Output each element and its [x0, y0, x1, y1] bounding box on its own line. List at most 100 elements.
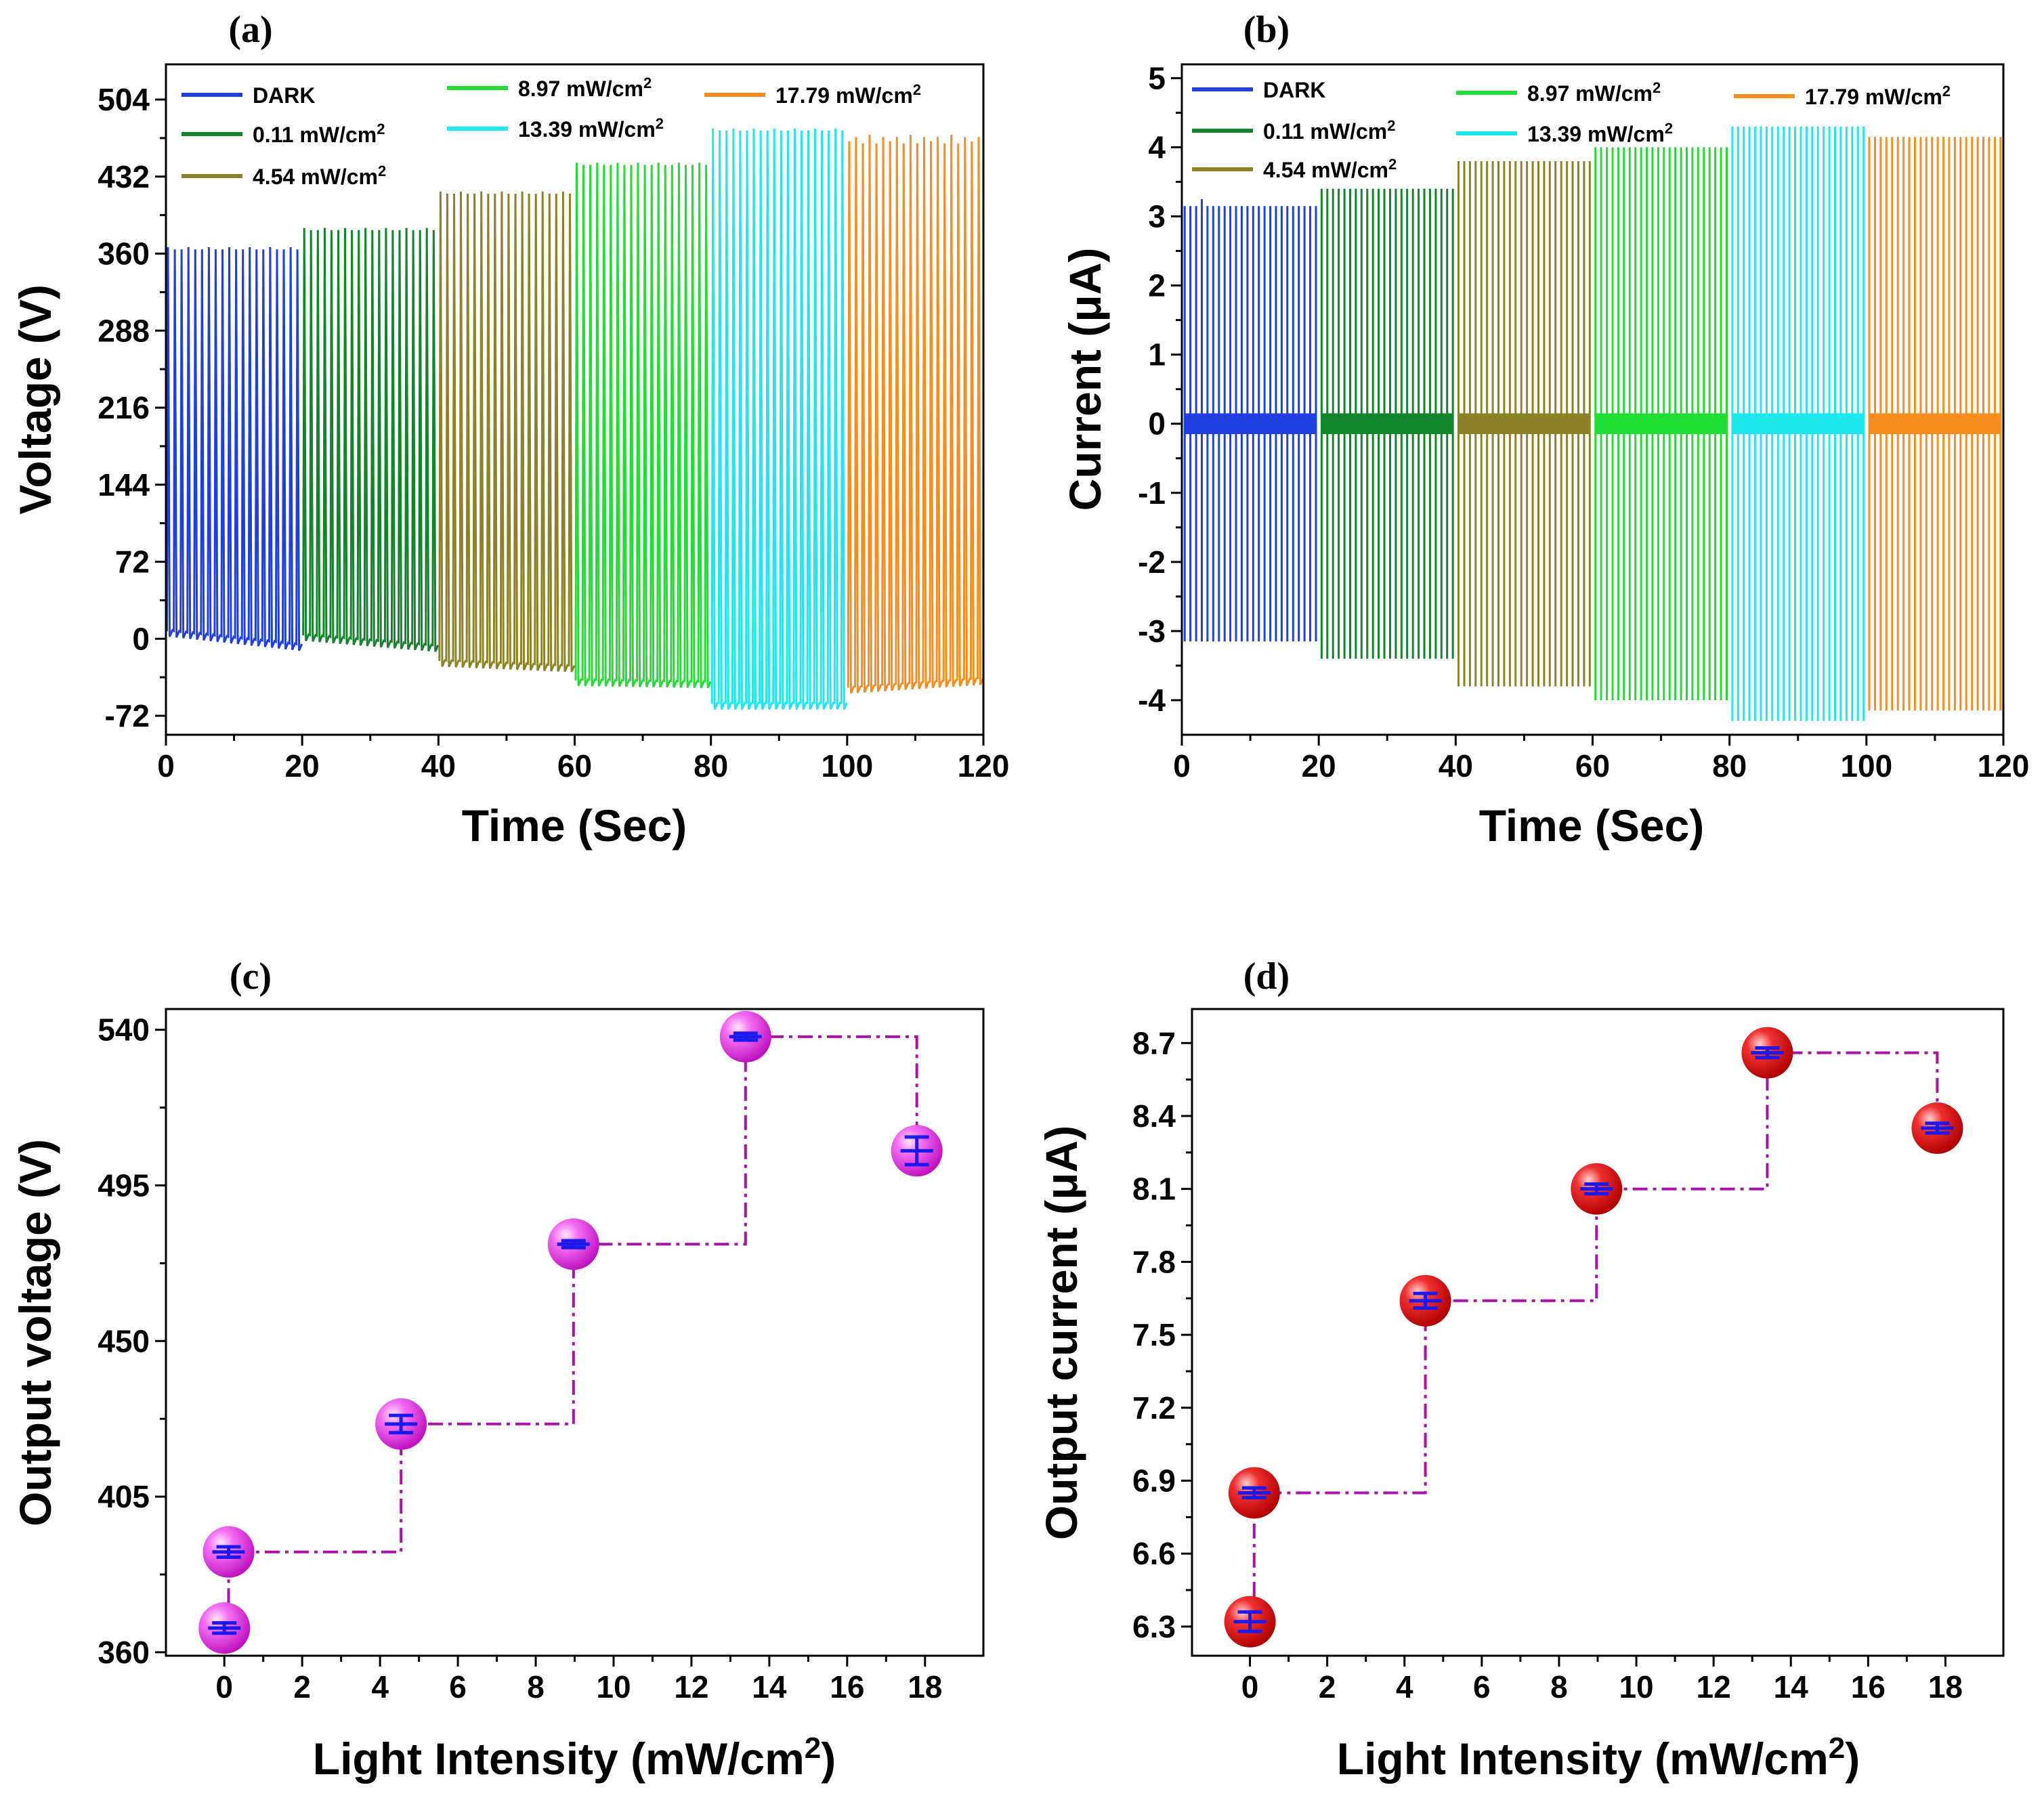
panel-a-series-line — [847, 135, 984, 694]
panel-a-y-tick-label: 144 — [98, 467, 150, 502]
panel-b-y-tick-label: 3 — [1148, 199, 1166, 234]
panel-b-series-spikes — [1457, 160, 1591, 687]
panel-c-y-axis-title: Output voltage (V) — [10, 1139, 60, 1526]
panel-b-y-tick-label: -4 — [1138, 683, 1166, 718]
panel-c-x-tick-label: 6 — [449, 1669, 467, 1704]
panel-b-baseline-band — [1321, 413, 1453, 435]
panel-c-ticks: 0 2 4 6 8 10 12 14 16 18 360 405 450 495 540 — [98, 1012, 942, 1704]
panel-b-x-tick-label: 20 — [1302, 748, 1336, 784]
panel-b-series-spikes — [1731, 126, 1865, 721]
panel-d-y-tick-label: 8.1 — [1132, 1172, 1176, 1207]
panel-c-label: (c) — [230, 956, 272, 997]
legend-label: 17.79 mW/cm2 — [1805, 83, 1951, 110]
panel-b-y-tick-label: -3 — [1138, 614, 1166, 649]
panel-b-x-tick-label: 80 — [1712, 748, 1747, 784]
panel-c-x-tick-label: 2 — [293, 1669, 311, 1704]
panel-b-y-tick-label: 4 — [1148, 129, 1166, 165]
legend-label: DARK — [253, 83, 315, 108]
panel-b-baseline-band — [1185, 413, 1317, 435]
panel-c-y-tick-label: 405 — [98, 1479, 150, 1514]
panel-d-error-bar — [1409, 1291, 1442, 1310]
panel-a: (a) 0 20 40 60 80 100 120-72072144216288360432… — [10, 9, 1009, 851]
panel-b-y-tick-label: 0 — [1148, 406, 1166, 442]
panel-d-x-tick-label: 8 — [1550, 1669, 1568, 1704]
panel-c-x-tick-label: 4 — [371, 1669, 389, 1704]
panel-c-y-tick-label: 360 — [98, 1635, 150, 1670]
panel-c-x-tick-label: 0 — [215, 1669, 233, 1704]
panel-d-frame — [1191, 1008, 2005, 1657]
panel-a-x-tick-label: 20 — [285, 748, 320, 784]
legend-label: 4.54 mW/cm2 — [253, 163, 386, 190]
panel-c-error-bar — [900, 1135, 933, 1167]
panel-d-y-axis-title: Output current (μA) — [1036, 1125, 1086, 1540]
panel-a-x-tick-label: 80 — [694, 748, 728, 784]
panel-b-baseline-band — [1595, 413, 1727, 435]
panel-b-baseline-band — [1869, 413, 2001, 435]
panel-a-series-line — [574, 163, 712, 689]
panel-a-series-line — [166, 246, 303, 651]
panel-a-y-tick-label: 0 — [132, 621, 150, 656]
legend-label: 0.11 mW/cm2 — [253, 121, 385, 148]
panel-b-series-spikes — [1868, 137, 2002, 711]
panel-a-x-tick-label: 60 — [557, 748, 592, 784]
panel-d-error-bar — [1580, 1182, 1613, 1196]
panel-b-x-tick-label: 60 — [1575, 748, 1610, 784]
panel-a-y-tick-label: 360 — [98, 236, 150, 272]
panel-d-error-bar — [1921, 1121, 1954, 1135]
panel-c-x-tick-label: 12 — [674, 1669, 708, 1704]
legend-label: 8.97 mW/cm2 — [1527, 79, 1661, 106]
panel-a-x-tick-label: 100 — [821, 748, 873, 784]
panel-d-x-tick-label: 2 — [1319, 1669, 1336, 1704]
panel-d-x-tick-label: 18 — [1928, 1669, 1963, 1704]
panel-d-y-tick-label: 6.6 — [1132, 1536, 1176, 1571]
panel-a-y-axis-title: Voltage (V) — [10, 284, 60, 515]
panel-b-x-tick-label: 40 — [1439, 748, 1473, 784]
panel-b-y-tick-label: -2 — [1138, 544, 1166, 580]
panel-d-y-tick-label: 7.2 — [1132, 1390, 1176, 1425]
panel-c-error-bar — [729, 1031, 762, 1042]
legend-label: DARK — [1263, 78, 1325, 102]
panel-a-series-line — [302, 228, 440, 652]
panel-a-y-tick-label: 288 — [98, 313, 150, 348]
panel-c-y-tick-label: 495 — [98, 1167, 150, 1203]
panel-a-series-line — [438, 191, 576, 672]
panel-d-y-tick-label: 7.8 — [1132, 1244, 1176, 1279]
panel-c-x-tick-label: 10 — [596, 1669, 631, 1704]
panel-c-plot — [198, 1010, 943, 1654]
panel-d-error-bar — [1237, 1486, 1271, 1500]
panel-c-error-bar — [557, 1239, 590, 1249]
panel-b-legend: DARK 0.11 mW/cm2 4.54 mW/cm2 8.97 mW/cm2 13.… — [1192, 78, 1951, 182]
panel-c-step-line — [224, 1035, 918, 1630]
panel-a-series-group — [166, 128, 984, 710]
panel-a-legend: DARK 0.11 mW/cm2 4.54 mW/cm2 8.97 mW/cm2 13.… — [182, 74, 921, 190]
panel-b-ticks: 0 20 40 60 80 100 120 -4 -3 -2 -1 0 1 2 3 4 5 — [1138, 60, 2029, 784]
panel-a-x-tick-label: 40 — [421, 748, 456, 784]
panel-d-label: (d) — [1243, 956, 1290, 997]
panel-d-x-tick-label: 0 — [1241, 1669, 1259, 1704]
panel-d-error-bar — [1233, 1610, 1266, 1633]
panel-d-x-tick-label: 14 — [1774, 1669, 1809, 1704]
panel-d-step-line — [1250, 1051, 1939, 1623]
panel-c-error-bar — [385, 1413, 418, 1435]
panel-a-label: (a) — [228, 9, 272, 51]
panel-c-x-tick-label: 18 — [908, 1669, 942, 1704]
panel-c-error-bar — [212, 1545, 245, 1559]
panel-c-y-tick-label: 540 — [98, 1012, 150, 1048]
panel-b-x-tick-label: 120 — [1978, 748, 2030, 784]
panel-d-x-tick-label: 12 — [1697, 1669, 1731, 1704]
panel-c-x-tick-label: 16 — [830, 1669, 864, 1704]
panel-b-x-axis-title: Time (Sec) — [1479, 800, 1705, 851]
panel-a-y-tick-label: 72 — [115, 544, 150, 580]
panel-b-y-axis-title: Current (μA) — [1060, 248, 1110, 511]
panel-d-y-tick-label: 6.3 — [1132, 1609, 1176, 1644]
panel-a-y-tick-label: 504 — [98, 82, 150, 117]
legend-label: 13.39 mW/cm2 — [1527, 120, 1673, 147]
legend-label: 4.54 mW/cm2 — [1263, 156, 1397, 183]
panel-d: (d) 0 2 4 6 8 10 12 14 16 18 6.3 6.6 6.9 7.2 7.5 7.8 8.1… — [1036, 956, 2005, 1784]
panel-b-y-tick-label: 1 — [1148, 337, 1166, 372]
panel-b-y-tick-label: -1 — [1138, 475, 1166, 511]
panel-c-y-tick-label: 450 — [98, 1323, 150, 1358]
panel-a-y-tick-label: 216 — [98, 390, 150, 425]
